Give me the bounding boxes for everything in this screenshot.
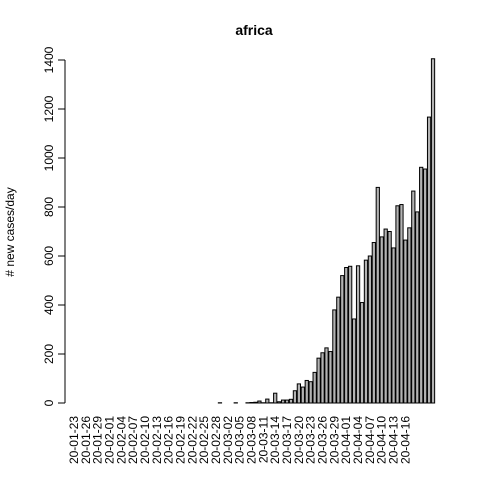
x-tick-label: 20-04-01 <box>339 416 353 464</box>
x-tick-label: 20-02-16 <box>162 416 176 464</box>
x-tick-label: 20-03-23 <box>304 416 318 464</box>
y-tick-label: 400 <box>42 295 56 315</box>
bar <box>320 352 325 404</box>
bar <box>355 265 361 404</box>
bar <box>371 242 376 404</box>
bar <box>265 398 270 404</box>
x-tick-label: 20-04-13 <box>387 416 401 464</box>
x-tick-label: 20-02-22 <box>185 416 199 464</box>
bar <box>430 58 436 404</box>
bars <box>217 58 436 404</box>
bar <box>426 116 432 404</box>
x-tick-label: 20-01-23 <box>67 416 81 464</box>
x-tick-label: 20-03-17 <box>280 416 294 464</box>
y-tick-label: 0 <box>42 399 56 406</box>
bar <box>308 381 313 404</box>
bar <box>359 302 365 404</box>
x-tick-label: 20-03-26 <box>316 416 330 464</box>
bar <box>304 379 309 404</box>
bar <box>367 255 373 404</box>
x-tick-label: 20-01-26 <box>79 416 93 464</box>
bar <box>399 204 404 404</box>
x-tick-label: 20-02-10 <box>138 416 152 464</box>
x-tick-label: 20-04-07 <box>363 416 377 464</box>
bar <box>348 265 353 404</box>
x-tick-label: 20-02-07 <box>126 416 140 464</box>
bar <box>379 236 384 404</box>
bar <box>300 386 305 404</box>
x-tick-label: 20-04-04 <box>351 416 365 464</box>
x-tick-label: 20-03-20 <box>292 416 306 464</box>
x-tick-label: 20-03-08 <box>245 416 259 464</box>
x-tick-label: 20-02-28 <box>209 416 223 464</box>
x-tick-label: 20-03-29 <box>327 416 341 464</box>
bar <box>324 347 329 404</box>
bar <box>312 371 317 404</box>
bar <box>328 351 333 404</box>
y-tick-label: 600 <box>42 246 56 266</box>
chart-title: africa <box>235 22 273 38</box>
bar <box>363 259 369 404</box>
bar <box>332 309 337 404</box>
x-tick-label: 20-04-10 <box>375 416 389 464</box>
bar <box>336 296 341 404</box>
x-axis: 20-01-2320-01-2620-01-2920-02-0120-02-04… <box>67 416 412 464</box>
x-tick-label: 20-02-25 <box>197 416 211 464</box>
y-tick-label: 200 <box>42 344 56 364</box>
y-axis: 0 200 400 600 800 1000 1200 1400 <box>42 46 66 406</box>
y-tick-label: 800 <box>42 197 56 217</box>
bar <box>407 227 412 404</box>
x-tick-label: 20-01-29 <box>91 416 105 464</box>
bar <box>288 398 294 404</box>
x-tick-label: 20-03-05 <box>233 416 247 464</box>
bar <box>280 399 286 404</box>
x-tick-label: 20-03-14 <box>268 416 282 464</box>
x-tick-label: 20-03-02 <box>221 416 235 464</box>
bar <box>375 186 380 404</box>
bar <box>253 401 258 404</box>
x-tick-label: 20-02-01 <box>102 416 116 464</box>
bar <box>292 390 298 404</box>
bar <box>296 383 302 404</box>
bar <box>316 357 321 404</box>
bar <box>391 247 396 404</box>
bar <box>352 318 357 404</box>
bar <box>257 400 262 404</box>
bar <box>387 231 392 404</box>
x-tick-label: 20-03-11 <box>256 416 270 463</box>
bar <box>403 239 408 404</box>
bar <box>273 392 278 404</box>
x-tick-label: 20-04-16 <box>398 416 412 464</box>
y-tick-label: 1200 <box>42 95 56 122</box>
bar <box>419 166 424 404</box>
bar <box>340 275 345 404</box>
bar <box>411 190 416 404</box>
bar <box>277 401 282 404</box>
bar <box>284 399 290 404</box>
y-tick-label: 1400 <box>42 46 56 73</box>
x-tick-label: 20-02-19 <box>174 416 188 464</box>
y-axis-label: # new cases/day <box>3 187 17 276</box>
bar <box>344 267 349 404</box>
bar <box>395 205 400 404</box>
bar <box>423 168 428 404</box>
y-tick-label: 1000 <box>42 144 56 171</box>
bar <box>383 228 388 404</box>
x-tick-label: 20-02-04 <box>114 416 128 464</box>
x-tick-label: 20-02-13 <box>150 416 164 464</box>
bar <box>415 211 420 404</box>
